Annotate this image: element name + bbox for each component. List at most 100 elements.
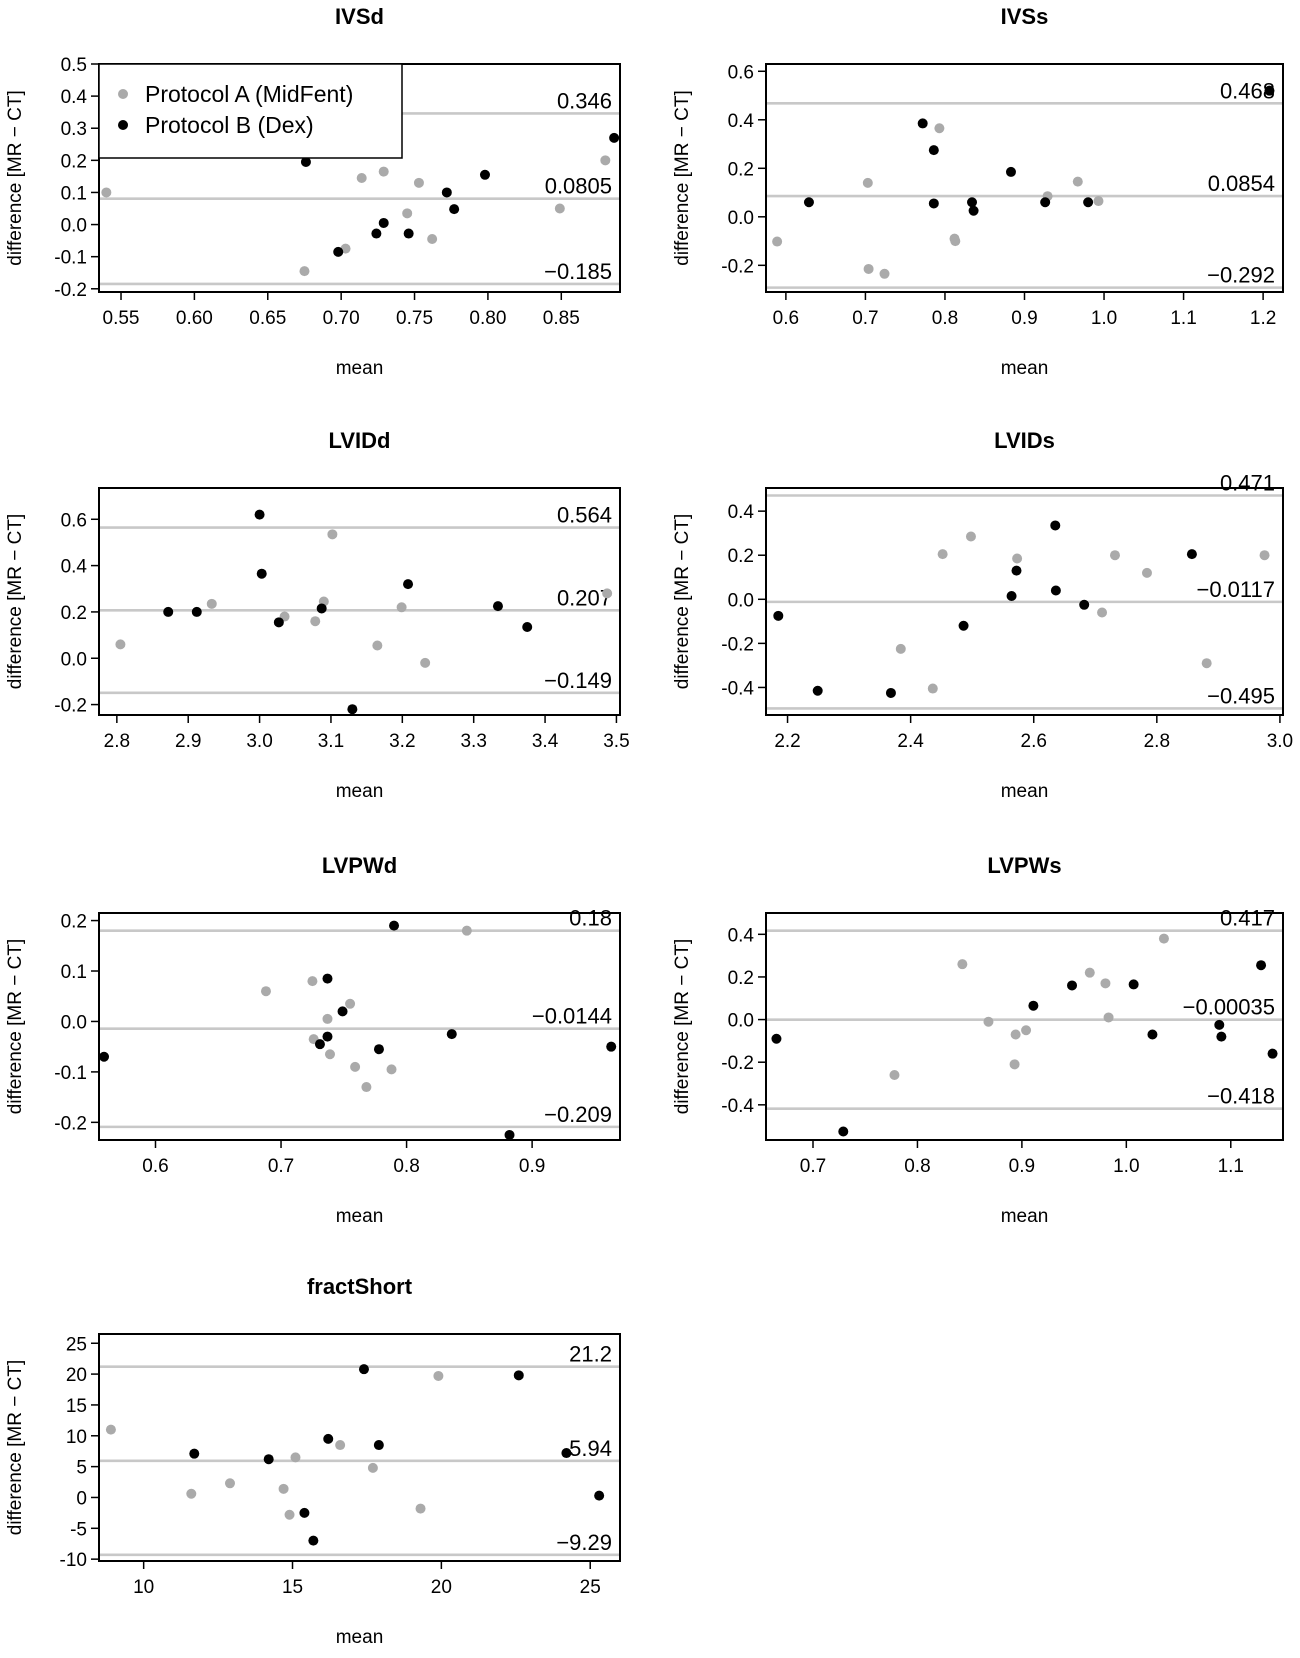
y-tick-label: 0.2	[728, 546, 754, 567]
y-axis-label: difference [MR − CT]	[5, 90, 26, 265]
y-tick-label: -0.2	[721, 634, 754, 655]
data-point	[594, 1490, 605, 1501]
x-tick-label: 0.8	[393, 1156, 419, 1177]
x-tick-label: 3.3	[460, 731, 486, 752]
data-point	[189, 1448, 200, 1459]
y-tick-label: -0.2	[54, 280, 87, 301]
data-point	[1158, 933, 1169, 944]
data-point	[327, 529, 338, 540]
data-point	[224, 1478, 235, 1489]
data-point	[396, 602, 407, 613]
x-tick-label: 2.4	[897, 731, 924, 752]
data-point	[378, 217, 389, 228]
x-axis-label: mean	[1001, 1206, 1049, 1227]
data-point	[299, 1507, 310, 1518]
x-tick-label: 3.0	[1267, 731, 1293, 752]
data-point	[561, 1448, 572, 1459]
data-point	[373, 1044, 384, 1055]
data-point	[263, 1454, 274, 1465]
data-point	[1005, 166, 1016, 177]
data-point	[1050, 585, 1061, 596]
y-tick-label: 0.4	[728, 925, 755, 946]
data-point	[1011, 565, 1022, 576]
y-tick-label: -5	[70, 1519, 87, 1540]
data-point	[402, 208, 413, 219]
data-point	[1079, 599, 1090, 610]
data-point	[415, 1503, 426, 1514]
y-tick-label: 0.0	[728, 208, 754, 229]
x-tick-label: 0.9	[519, 1156, 545, 1177]
x-tick-label: 15	[282, 1577, 303, 1598]
data-point	[983, 1016, 994, 1027]
data-point	[1083, 197, 1094, 208]
y-tick-label: 0.4	[728, 502, 755, 523]
plot-frame	[765, 63, 1284, 293]
data-point	[838, 1126, 849, 1137]
y-tick-label: -0.4	[721, 1096, 754, 1117]
data-point	[1141, 567, 1152, 578]
data-point	[300, 156, 311, 167]
data-point	[1186, 549, 1197, 560]
x-tick-label: 25	[580, 1577, 601, 1598]
y-tick-label: -0.4	[721, 678, 754, 699]
y-tick-label: 0.2	[61, 151, 87, 172]
data-point	[299, 266, 310, 277]
legend-box	[98, 63, 403, 159]
data-point	[254, 509, 265, 520]
panel-ivsd: IVSd 0.346 0.0805 −0.185 0.55 0.60 0.65 0.70 0.7…	[5, 4, 621, 379]
x-axis-label: mean	[336, 781, 384, 802]
data-point	[163, 606, 174, 617]
data-point	[513, 1370, 524, 1381]
x-tick-label: 0.75	[396, 308, 433, 329]
data-point	[322, 1013, 333, 1024]
x-tick-label: 0.8	[932, 308, 958, 329]
x-tick-label: 3.2	[389, 731, 415, 752]
data-point	[917, 118, 928, 129]
data-point	[958, 620, 969, 631]
data-point	[378, 166, 389, 177]
data-point	[965, 531, 976, 542]
data-point	[278, 1483, 289, 1494]
x-axis-label: mean	[336, 1206, 384, 1227]
limit-line-label: −0.0117	[1196, 577, 1275, 602]
data-point	[273, 617, 284, 628]
data-point	[1021, 1025, 1032, 1036]
y-tick-label: -10	[60, 1550, 87, 1571]
data-point	[350, 1061, 361, 1072]
x-tick-label: 1.0	[1091, 308, 1117, 329]
limit-line-label: −0.149	[544, 668, 612, 693]
data-point	[928, 145, 939, 156]
data-point	[895, 643, 906, 654]
x-tick-label: 1.1	[1218, 1156, 1244, 1177]
limit-line-label: −0.292	[1207, 263, 1275, 288]
x-tick-label: 1.1	[1170, 308, 1196, 329]
panel-lvpwd: LVPWd 0.18 −0.0144 −0.209 0.6 0.7 0.8 0.9 -0.2 -0…	[5, 853, 621, 1227]
data-point	[105, 1424, 116, 1435]
limit-line-label: 0.0805	[545, 174, 612, 199]
data-point	[441, 187, 452, 198]
x-tick-label: 1.0	[1113, 1156, 1139, 1177]
data-point	[372, 640, 383, 651]
data-point	[554, 203, 565, 214]
x-tick-label: 2.8	[104, 731, 130, 752]
legend: Protocol A (MidFent) Protocol B (Dex)	[98, 63, 403, 159]
data-point	[522, 621, 533, 632]
data-point	[937, 549, 948, 560]
data-point	[403, 228, 414, 239]
x-tick-label: 0.7	[800, 1156, 826, 1177]
data-point	[1012, 553, 1023, 564]
y-tick-label: 0.6	[61, 510, 87, 531]
data-point	[101, 187, 112, 198]
x-tick-label: 3.1	[318, 731, 344, 752]
data-point	[427, 234, 438, 245]
data-point	[1009, 1059, 1020, 1070]
data-point	[492, 601, 503, 612]
data-point	[1147, 1029, 1158, 1040]
y-tick-label: -0.1	[54, 1063, 87, 1084]
y-axis-label: difference [MR − CT]	[672, 939, 693, 1114]
panel-title: LVIDs	[994, 428, 1055, 453]
y-tick-label: 0.5	[61, 55, 87, 76]
data-point	[316, 603, 327, 614]
y-tick-label: 0.0	[61, 1012, 87, 1033]
data-point	[773, 610, 784, 621]
